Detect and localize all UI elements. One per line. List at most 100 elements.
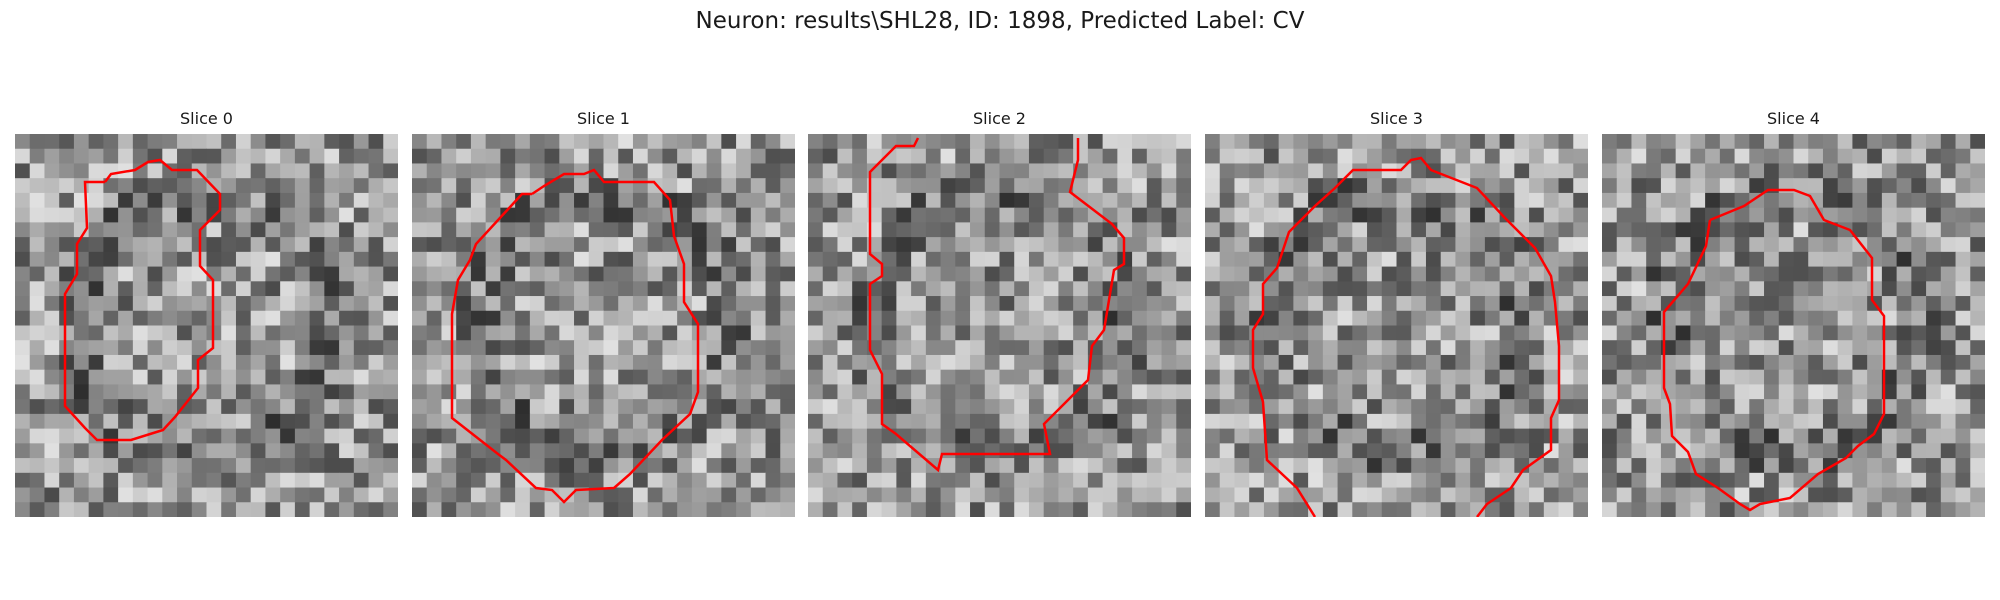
pixel — [1940, 192, 1957, 209]
pixel — [1455, 502, 1471, 517]
pixel — [470, 222, 487, 238]
pixel — [59, 443, 75, 459]
pixel — [383, 237, 398, 253]
pixel — [103, 281, 119, 297]
pixel — [1132, 296, 1148, 312]
pixel — [837, 148, 853, 164]
pixel — [1896, 369, 1912, 385]
pixel — [441, 472, 457, 489]
pixel — [88, 266, 104, 282]
pixel — [1705, 237, 1721, 253]
pixel — [1602, 369, 1618, 385]
pixel — [1793, 281, 1809, 297]
pixel — [1455, 369, 1471, 385]
pixel — [1822, 207, 1839, 223]
pixel — [1455, 487, 1471, 503]
pixel — [441, 222, 457, 238]
pixel — [632, 399, 649, 415]
pixel — [59, 251, 75, 268]
pixel — [1425, 413, 1442, 430]
pixel — [1573, 207, 1588, 223]
pixel — [441, 413, 457, 430]
pixel — [1455, 310, 1471, 326]
pixel — [1793, 413, 1809, 430]
pixel — [1352, 281, 1368, 297]
pixel — [456, 178, 472, 194]
pixel — [1234, 163, 1250, 179]
pixel — [1926, 413, 1942, 430]
pixel — [1014, 281, 1030, 297]
pixel — [1176, 340, 1191, 356]
pixel — [88, 281, 104, 297]
pixel — [1808, 178, 1824, 194]
pixel — [73, 458, 90, 474]
pixel — [1970, 207, 1985, 223]
pixel — [1749, 340, 1765, 356]
pixel — [1734, 222, 1750, 238]
pixel — [925, 222, 942, 238]
pixel — [721, 134, 737, 150]
pixel — [1470, 458, 1486, 474]
pixel — [441, 163, 457, 179]
pixel — [29, 443, 45, 459]
pixel — [1690, 369, 1706, 385]
pixel — [1646, 369, 1662, 385]
pixel — [1352, 296, 1368, 312]
pixel — [1616, 487, 1632, 503]
pixel — [736, 487, 752, 503]
pixel — [925, 443, 942, 459]
pixel — [456, 192, 472, 209]
pixel — [1322, 207, 1339, 223]
pixel — [1749, 163, 1765, 179]
pixel — [118, 428, 134, 444]
pixel — [544, 192, 560, 209]
pixel — [1793, 192, 1809, 209]
pixel — [1602, 458, 1618, 474]
pixel — [1955, 207, 1971, 223]
pixel — [544, 251, 560, 268]
pixel — [999, 487, 1015, 503]
pixel — [765, 428, 781, 444]
pixel — [221, 458, 237, 474]
pixel — [837, 134, 853, 150]
pixel — [896, 178, 912, 194]
pixel — [162, 369, 178, 385]
pixel — [221, 472, 237, 489]
pixel — [103, 399, 119, 415]
pixel — [1970, 325, 1985, 341]
pixel — [1734, 281, 1750, 297]
pixel — [1058, 296, 1074, 312]
pixel — [765, 413, 781, 430]
pixel — [1249, 178, 1265, 194]
pixel — [881, 266, 897, 282]
pixel — [721, 310, 737, 326]
pixel — [1573, 354, 1588, 371]
pixel — [1749, 369, 1765, 385]
pixel — [426, 502, 442, 517]
pixel — [1117, 266, 1133, 282]
pixel — [1396, 237, 1412, 253]
pixel — [544, 340, 560, 356]
pixel — [1176, 178, 1191, 194]
pixel — [736, 443, 752, 459]
pixel — [1705, 163, 1721, 179]
pixel — [691, 266, 708, 282]
pixel — [925, 148, 942, 164]
pixel — [1132, 163, 1148, 179]
pixel — [1234, 428, 1250, 444]
pixel — [1411, 134, 1427, 150]
pixel — [1911, 237, 1927, 253]
pixel — [940, 163, 956, 179]
pixel — [1014, 251, 1030, 268]
pixel — [324, 458, 340, 474]
pixel — [1367, 399, 1383, 415]
pixel — [1705, 207, 1721, 223]
pixel — [1161, 472, 1177, 489]
pixel — [1308, 222, 1324, 238]
pixel — [221, 266, 237, 282]
pixel — [1573, 384, 1588, 400]
pixel — [221, 428, 237, 444]
pixel — [353, 413, 370, 430]
pixel — [1499, 148, 1515, 164]
pixel — [632, 192, 649, 209]
